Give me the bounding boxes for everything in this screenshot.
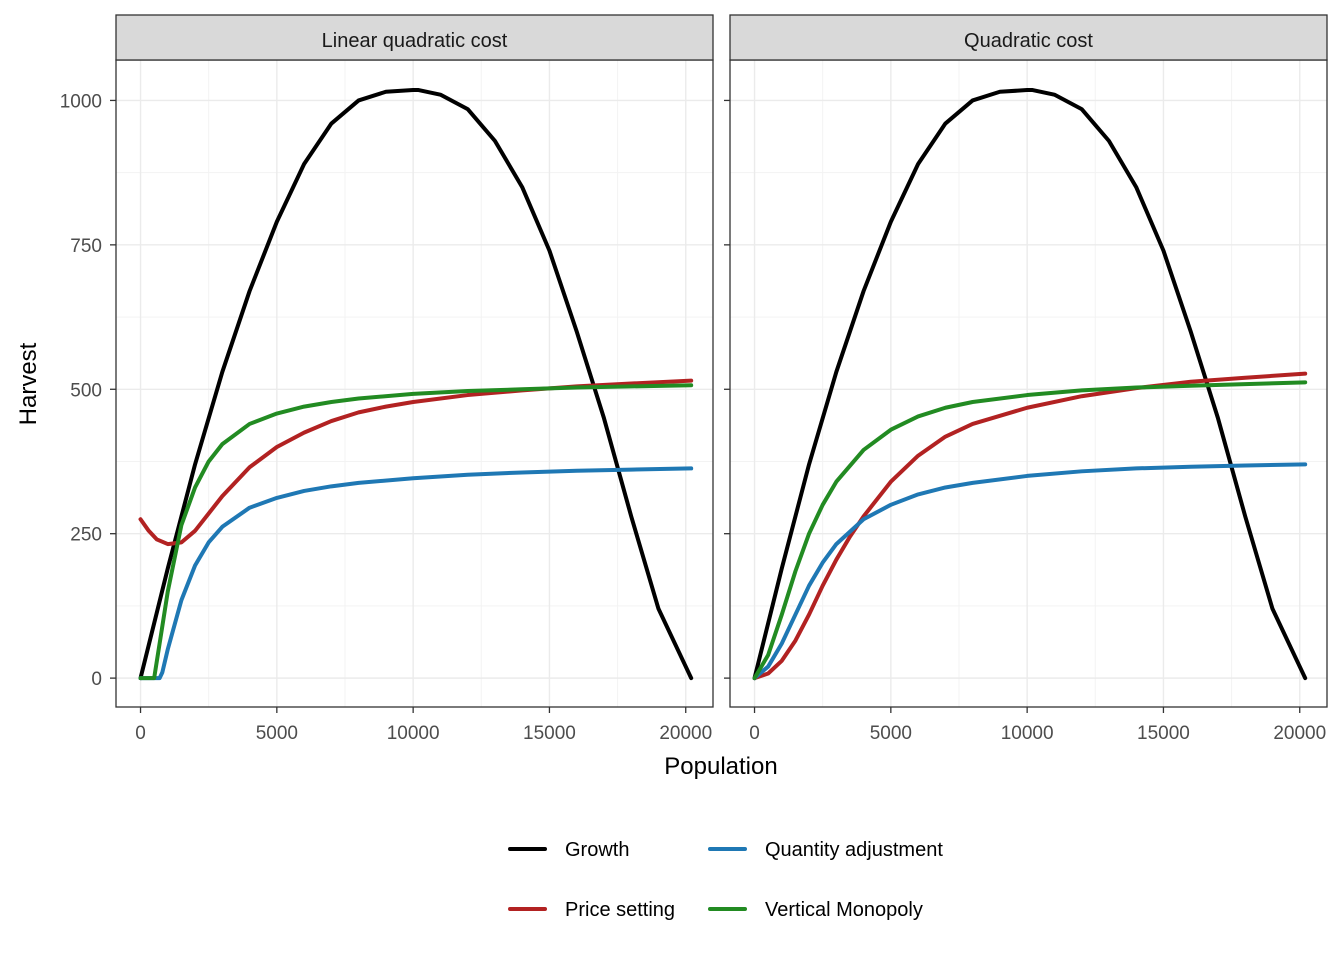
y-tick-label: 250 — [70, 525, 102, 546]
x-tick-label: 20000 — [1273, 723, 1326, 744]
y-tick-label: 500 — [70, 380, 102, 401]
series-line-price-setting — [138, 378, 694, 547]
x-tick-label: 5000 — [870, 723, 912, 744]
strip-title: Linear quadratic cost — [322, 30, 508, 52]
y-tick-label: 750 — [70, 236, 102, 257]
y-tick-label: 1000 — [60, 91, 102, 112]
legend-label-vertical-monopoly: Vertical Monopoly — [765, 899, 923, 921]
x-tick-label: 15000 — [1137, 723, 1190, 744]
strip-background — [115, 14, 714, 61]
x-tick-label: 20000 — [659, 723, 712, 744]
series-line-quantity-adjustment — [752, 462, 1308, 681]
legend-label-price-setting: Price setting — [565, 899, 675, 921]
x-tick-label: 0 — [749, 723, 760, 744]
x-tick-label: 10000 — [1001, 723, 1054, 744]
series-line-growth — [752, 88, 1308, 681]
x-axis-title: Population — [664, 753, 777, 780]
strip-title: Quadratic cost — [964, 30, 1093, 52]
x-tick-label: 5000 — [256, 723, 298, 744]
x-tick-label: 15000 — [523, 723, 576, 744]
x-tick-label: 0 — [135, 723, 146, 744]
legend-label-growth: Growth — [565, 839, 629, 861]
y-axis-title: Harvest — [15, 342, 42, 425]
series-line-vertical-monopoly — [138, 383, 694, 681]
legend: Growth Quantity adjustment Price setting… — [508, 839, 943, 921]
x-tick-label: 10000 — [387, 723, 440, 744]
y-tick-label: 0 — [91, 669, 102, 690]
strip-background — [729, 14, 1328, 61]
legend-label-quantity-adjustment: Quantity adjustment — [765, 839, 943, 861]
series-line-quantity-adjustment — [138, 466, 694, 681]
series-line-price-setting — [752, 371, 1308, 681]
panel-quadratic-cost: Quadratic cost 0 5000 10000 15000 20000 — [724, 14, 1328, 744]
series-line-vertical-monopoly — [752, 380, 1308, 681]
series-line-growth — [138, 88, 694, 681]
